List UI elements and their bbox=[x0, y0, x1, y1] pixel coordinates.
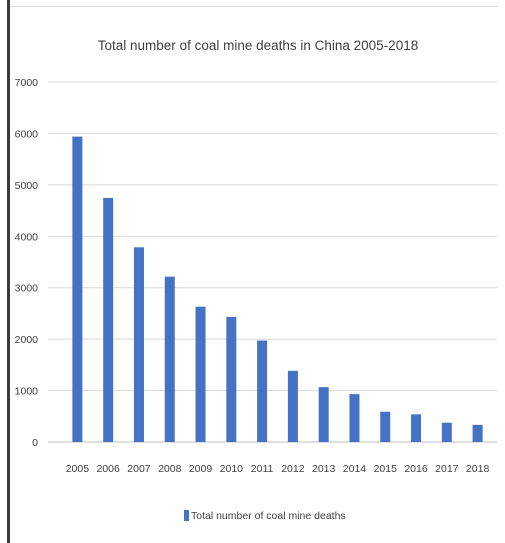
y-tick-label: 2000 bbox=[15, 334, 39, 346]
y-tick-label: 6000 bbox=[15, 128, 39, 140]
y-tick-label: 0 bbox=[32, 437, 38, 449]
bar bbox=[164, 276, 175, 442]
bars bbox=[72, 136, 483, 443]
bar bbox=[72, 136, 83, 443]
chart-title: Total number of coal mine deaths in Chin… bbox=[98, 38, 418, 53]
y-tick-label: 4000 bbox=[15, 231, 39, 243]
bar bbox=[441, 422, 452, 442]
x-tick-label: 2012 bbox=[281, 463, 305, 475]
legend: Total number of coal mine deaths bbox=[184, 510, 346, 522]
x-tick-label: 2018 bbox=[466, 463, 490, 475]
legend-label: Total number of coal mine deaths bbox=[191, 510, 346, 522]
x-tick-label: 2007 bbox=[127, 463, 151, 475]
bar bbox=[133, 247, 144, 442]
x-tick-label: 2010 bbox=[220, 463, 244, 475]
x-tick-label: 2005 bbox=[66, 463, 90, 475]
bar bbox=[103, 197, 114, 442]
x-tick-label: 2009 bbox=[189, 463, 213, 475]
bar bbox=[380, 411, 391, 442]
x-tick-label: 2014 bbox=[343, 463, 367, 475]
bar bbox=[318, 387, 329, 442]
x-tick-label: 2016 bbox=[404, 463, 428, 475]
legend-swatch bbox=[184, 510, 189, 521]
bar bbox=[195, 306, 206, 442]
x-tick-label: 2015 bbox=[374, 463, 398, 475]
x-tick-label: 2017 bbox=[435, 463, 459, 475]
top-border-rule bbox=[10, 6, 498, 7]
bar bbox=[349, 394, 360, 442]
y-tick-label: 1000 bbox=[15, 386, 39, 398]
bar bbox=[226, 316, 237, 442]
bar bbox=[257, 340, 268, 442]
bar bbox=[472, 424, 483, 442]
gridlines bbox=[48, 81, 497, 443]
x-tick-label: 2013 bbox=[312, 463, 336, 475]
x-tick-label: 2008 bbox=[158, 463, 182, 475]
bar bbox=[411, 414, 422, 442]
left-border-rule bbox=[7, 0, 10, 543]
x-tick-label: 2011 bbox=[251, 463, 274, 475]
bar bbox=[287, 370, 298, 442]
y-tick-label: 7000 bbox=[15, 77, 39, 89]
y-tick-label: 5000 bbox=[15, 180, 39, 192]
x-axis: 2005 2006 2007 2008 2009 2010 2011 2012 2013 2014… bbox=[66, 463, 490, 475]
y-axis: 0 1000 2000 3000 4000 5000 6000 7000 bbox=[15, 77, 39, 449]
y-tick-label: 3000 bbox=[15, 283, 39, 295]
x-tick-label: 2006 bbox=[96, 463, 120, 475]
